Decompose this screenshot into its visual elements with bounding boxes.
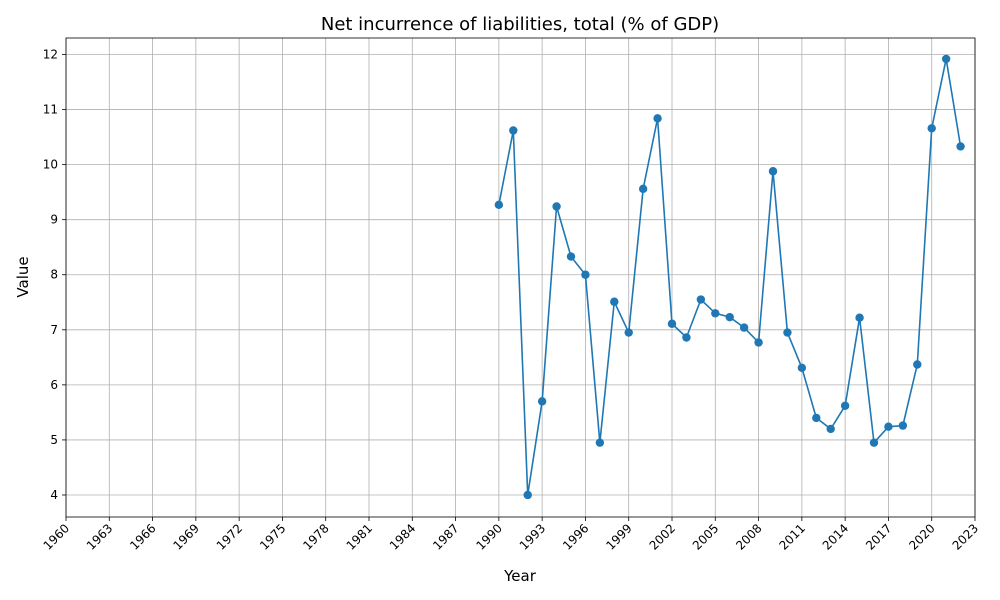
data-point <box>898 421 908 430</box>
data-point <box>537 397 547 406</box>
data-point <box>956 142 965 151</box>
data-point <box>653 114 662 123</box>
x-tick-label: 2014 <box>820 521 851 552</box>
x-tick-label: 1981 <box>344 521 375 552</box>
data-point <box>509 126 518 135</box>
data-point <box>523 490 532 500</box>
x-tick-label: 1999 <box>603 521 634 552</box>
data-point <box>566 252 576 261</box>
x-tick-label: 1975 <box>257 521 288 552</box>
y-tick-label: 6 <box>50 378 58 392</box>
data-point <box>884 422 893 431</box>
data-point <box>711 309 720 318</box>
data-point <box>624 328 633 337</box>
data-point <box>855 313 864 322</box>
grid <box>65 38 976 517</box>
series-layer <box>494 54 965 500</box>
y-tick-label: 9 <box>50 213 58 227</box>
plot-frame <box>65 37 976 518</box>
data-point <box>610 297 619 306</box>
data-point <box>913 360 922 369</box>
x-tick-label: 2002 <box>647 521 678 552</box>
x-tick-label: 1966 <box>127 521 158 552</box>
y-tick-label: 11 <box>43 103 58 117</box>
y-tick-label: 8 <box>50 268 58 282</box>
x-tick-label: 2005 <box>690 521 721 552</box>
x-axis-label: Year <box>503 567 537 585</box>
x-tick-label: 1978 <box>300 521 331 552</box>
x-tick-label: 2017 <box>863 521 894 552</box>
data-point <box>869 438 879 447</box>
x-tick-label: 1990 <box>473 521 504 552</box>
data-point <box>494 200 504 210</box>
data-point <box>754 338 763 347</box>
x-axis: 1960 1963 1966 1969 1972 1975 1978 1981 1984 1987… <box>41 517 981 553</box>
chart-title: Net incurrence of liabilities, total (% … <box>321 14 719 35</box>
y-axis-label: Value <box>14 256 32 297</box>
y-tick-label: 7 <box>50 323 58 337</box>
data-point <box>927 124 936 133</box>
x-tick-label: 1963 <box>84 521 115 552</box>
data-point <box>797 363 807 372</box>
y-tick-label: 4 <box>50 488 58 502</box>
data-point <box>595 438 605 447</box>
x-tick-label: 1996 <box>560 521 591 552</box>
data-point <box>696 295 706 304</box>
data-point <box>840 401 850 410</box>
data-point <box>638 184 648 194</box>
y-tick-label: 5 <box>50 433 58 447</box>
x-tick-label: 1984 <box>387 521 418 552</box>
x-tick-label: 1993 <box>517 521 548 552</box>
data-point <box>941 54 951 64</box>
x-tick-label: 2008 <box>733 521 764 552</box>
y-axis: 4 5 6 7 8 9 10 11 12 <box>43 48 66 502</box>
data-point <box>725 312 734 322</box>
data-point <box>581 270 590 279</box>
x-tick-label: 2023 <box>950 521 981 552</box>
x-tick-label: 1972 <box>214 521 245 552</box>
data-point <box>768 167 778 176</box>
x-tick-label: 1969 <box>170 521 201 552</box>
data-point <box>812 413 821 423</box>
data-point <box>826 424 835 434</box>
y-tick-label: 10 <box>43 158 58 172</box>
data-point <box>667 319 677 328</box>
x-tick-label: 1960 <box>41 521 72 552</box>
data-point <box>739 323 749 332</box>
y-tick-label: 12 <box>43 48 58 62</box>
data-point <box>552 202 561 211</box>
x-tick-label: 2011 <box>776 521 807 552</box>
x-tick-label: 2020 <box>906 521 937 552</box>
data-point <box>682 333 691 342</box>
x-tick-label: 1987 <box>430 521 461 552</box>
data-point <box>783 328 792 337</box>
